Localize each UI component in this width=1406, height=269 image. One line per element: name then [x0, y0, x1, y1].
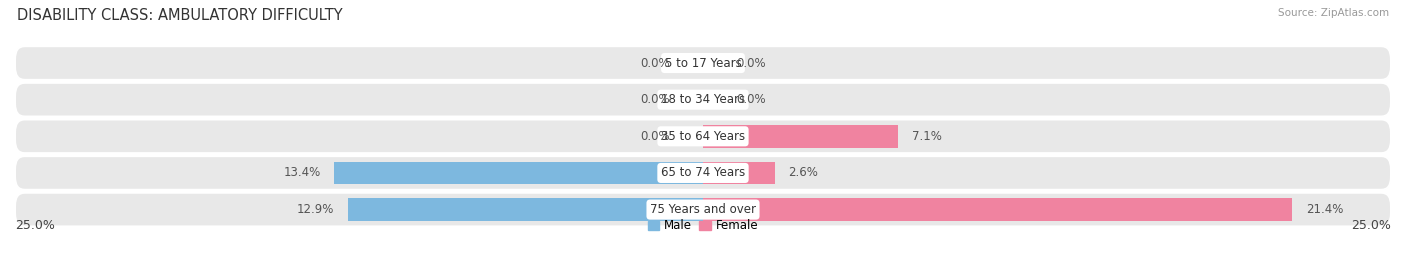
FancyBboxPatch shape [15, 83, 1391, 116]
Text: 65 to 74 Years: 65 to 74 Years [661, 167, 745, 179]
Text: 12.9%: 12.9% [297, 203, 335, 216]
Text: 0.0%: 0.0% [640, 93, 671, 106]
Text: 7.1%: 7.1% [912, 130, 942, 143]
Text: 0.0%: 0.0% [640, 56, 671, 69]
Text: 0.0%: 0.0% [735, 93, 766, 106]
Text: 18 to 34 Years: 18 to 34 Years [661, 93, 745, 106]
Legend: Male, Female: Male, Female [643, 215, 763, 237]
Text: 25.0%: 25.0% [15, 219, 55, 232]
Text: 2.6%: 2.6% [789, 167, 818, 179]
Text: 21.4%: 21.4% [1306, 203, 1343, 216]
Text: 0.0%: 0.0% [640, 130, 671, 143]
Bar [349, 198, 703, 221]
Bar [335, 162, 703, 184]
Text: 13.4%: 13.4% [283, 167, 321, 179]
Text: 35 to 64 Years: 35 to 64 Years [661, 130, 745, 143]
Text: Source: ZipAtlas.com: Source: ZipAtlas.com [1278, 8, 1389, 18]
FancyBboxPatch shape [15, 193, 1391, 226]
Bar [703, 198, 1292, 221]
Text: 5 to 17 Years: 5 to 17 Years [665, 56, 741, 69]
FancyBboxPatch shape [15, 119, 1391, 153]
Text: DISABILITY CLASS: AMBULATORY DIFFICULTY: DISABILITY CLASS: AMBULATORY DIFFICULTY [17, 8, 343, 23]
FancyBboxPatch shape [15, 156, 1391, 190]
Bar [703, 162, 775, 184]
Bar [703, 125, 898, 148]
Text: 25.0%: 25.0% [1351, 219, 1391, 232]
Text: 75 Years and over: 75 Years and over [650, 203, 756, 216]
Text: 0.0%: 0.0% [735, 56, 766, 69]
FancyBboxPatch shape [15, 46, 1391, 80]
